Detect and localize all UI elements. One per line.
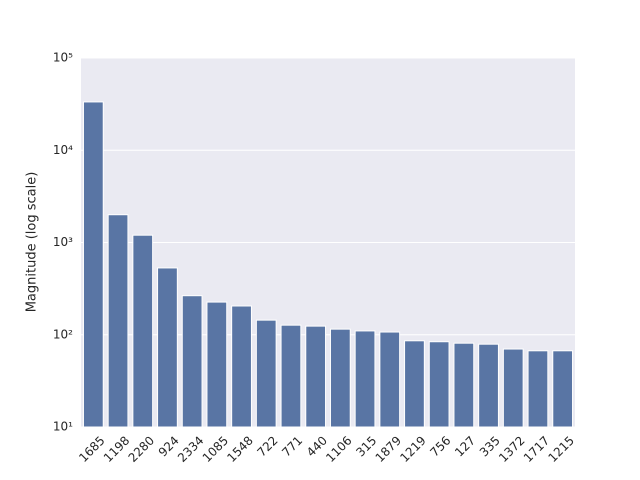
bar [527,350,549,428]
x-tick-label: 771 [279,433,305,459]
x-tick-label: 1548 [224,433,255,464]
x-tick-label: 1215 [545,433,576,464]
y-tick-label: 10¹ [53,420,73,434]
bar [82,101,104,428]
bar [428,341,450,428]
x-tick-label: 1085 [200,433,231,464]
y-tick-label: 10⁴ [53,143,73,157]
bar [453,342,475,428]
x-tick-label: 1106 [323,433,354,464]
x-tick-label: 1372 [496,433,527,464]
bar [404,340,425,428]
bar [132,234,154,428]
x-tick-label: 1879 [373,433,404,464]
x-tick-label: 127 [452,433,478,459]
x-tick-label: 1685 [76,433,107,464]
bar [280,324,302,428]
x-tick-label: 1219 [397,433,428,464]
x-tick-label: 756 [427,433,453,459]
bar [478,343,499,428]
bar [329,328,351,428]
bar [502,348,524,428]
bar [157,267,178,428]
y-tick-label: 10² [53,327,73,341]
x-tick-label: 2334 [175,433,206,464]
bar [107,214,129,428]
bar [206,301,228,428]
x-tick-label: 1717 [521,433,552,464]
bar [305,325,327,428]
y-axis-label: Magnitude (log scale) [25,172,40,313]
bar [181,295,203,428]
y-tick-label: 10³ [53,235,73,249]
x-tick-label: 1198 [101,433,132,464]
x-tick-label: 722 [254,433,280,459]
x-tick-label: 2280 [126,433,157,464]
bar [255,319,277,428]
bar [379,331,401,428]
y-tick-label: 10⁵ [53,51,73,65]
bar [354,330,376,428]
bar [231,305,252,428]
bar [552,350,574,428]
